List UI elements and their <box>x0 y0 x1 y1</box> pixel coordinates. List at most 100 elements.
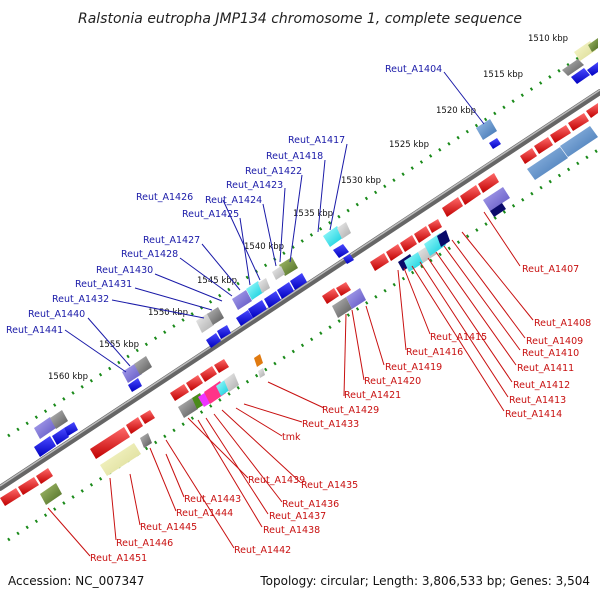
forward-gene-arrow <box>64 422 78 436</box>
gene-block <box>140 433 152 448</box>
kbp-tick-label: 1535 kbp <box>293 209 333 219</box>
forward-gene-arrow <box>571 68 590 84</box>
gene-label: Reut_A1435 <box>301 480 358 491</box>
gene-label: Reut_A1429 <box>322 405 379 416</box>
reverse-gene-arrow <box>586 103 598 118</box>
gene-label: Reut_A1439 <box>248 475 305 486</box>
gene-block <box>476 119 497 140</box>
gene-label: Reut_A1444 <box>176 508 233 519</box>
backbone-highlight <box>0 89 600 487</box>
reverse-gene-arrow <box>214 359 229 373</box>
gene-label: Reut_A1413 <box>509 395 566 406</box>
reverse-gene-arrow <box>186 375 203 391</box>
gene-label: Reut_A1407 <box>522 264 579 275</box>
reverse-gene-arrow <box>0 488 21 506</box>
top-leader-lines <box>64 71 485 373</box>
forward-gene-arrow <box>52 428 69 445</box>
gene-label: Reut_A1430 <box>96 265 153 276</box>
top-gene-labels: Reut_A1404 Reut_A1417 Reut_A1418 Reut_A1… <box>6 64 442 336</box>
gene-label: Reut_A1441 <box>6 325 63 336</box>
kbp-tick-label: 1515 kbp <box>483 70 523 80</box>
reverse-gene-arrow <box>126 417 143 434</box>
gene-label: Reut_A1427 <box>143 235 200 246</box>
reverse-gene-arrow <box>428 219 442 233</box>
reverse-gene-arrow <box>90 427 130 459</box>
gene-block <box>272 266 285 280</box>
reverse-gene-arrow <box>400 235 417 252</box>
inner-features <box>0 103 598 506</box>
gene-block <box>258 368 265 378</box>
gene-block <box>527 147 568 180</box>
gene-block <box>198 392 212 407</box>
gene-label: Reut_A1428 <box>121 249 178 260</box>
gene-label: Reut_A1408 <box>534 318 591 329</box>
gene-label: Reut_A1432 <box>52 294 109 305</box>
gene-label: Reut_A1417 <box>288 135 345 146</box>
gene-label: Reut_A1442 <box>234 545 291 556</box>
gene-block <box>207 307 224 325</box>
kbp-tick-labels: 1510 kbp 1515 kbp 1520 kbp 1525 kbp 1530… <box>48 34 568 382</box>
outer-features <box>34 38 598 457</box>
bottom-leader-lines <box>47 211 534 557</box>
kbp-tick-label: 1555 kbp <box>99 340 139 350</box>
gene-label: Reut_A1451 <box>90 553 147 564</box>
gene-label: Reut_A1414 <box>505 409 562 420</box>
gene-block <box>337 222 351 239</box>
inner-tick-ring <box>7 148 599 542</box>
bottom-gene-labels: Reut_A1407 Reut_A1408 Reut_A1409 Reut_A1… <box>90 264 591 564</box>
outer-tick-ring <box>7 43 599 438</box>
gene-block <box>437 230 450 247</box>
map-title: Ralstonia eutropha JMP134 chromosome 1, … <box>78 11 522 27</box>
gene-block <box>562 59 584 76</box>
forward-gene-arrow <box>587 62 598 76</box>
forward-gene-arrow <box>489 138 501 149</box>
forward-gene-arrow <box>206 333 221 348</box>
reverse-gene-arrow <box>18 477 39 495</box>
gene-label: Reut_A1404 <box>385 64 442 75</box>
gene-label: Reut_A1412 <box>513 380 570 391</box>
gene-label: Reut_A1433 <box>302 419 359 430</box>
reverse-gene-arrow <box>200 366 217 382</box>
forward-gene-arrow <box>277 282 294 299</box>
topology-text: Topology: circular; Length: 3,806,533 bp… <box>259 574 590 588</box>
reverse-gene-arrow <box>568 113 589 131</box>
gene-label: Reut_A1420 <box>364 376 421 387</box>
gene-label: Reut_A1436 <box>282 499 339 510</box>
gene-label: Reut_A1438 <box>263 525 320 536</box>
gene-block <box>483 187 510 211</box>
gene-label: Reut_A1409 <box>526 336 583 347</box>
gene-label: Reut_A1419 <box>385 362 442 373</box>
kbp-tick-label: 1530 kbp <box>341 176 381 186</box>
gene-block <box>100 443 141 476</box>
kbp-tick-label: 1550 kbp <box>148 308 188 318</box>
forward-gene-arrow <box>217 325 231 339</box>
gene-label: Reut_A1421 <box>344 390 401 401</box>
kbp-tick-label: 1560 kbp <box>48 372 88 382</box>
gene-label: tmk <box>282 432 301 443</box>
forward-gene-arrow <box>34 436 56 457</box>
forward-gene-arrow <box>248 300 267 318</box>
gene-label: Reut_A1440 <box>28 309 85 320</box>
gene-block <box>332 297 352 318</box>
reverse-gene-arrow <box>170 384 189 401</box>
gene-label: Reut_A1410 <box>522 348 579 359</box>
gene-block <box>346 288 366 309</box>
reverse-gene-arrow <box>386 244 403 261</box>
gene-block <box>40 483 62 505</box>
gene-label: Reut_A1424 <box>205 195 262 206</box>
forward-gene-arrow <box>343 254 354 264</box>
gene-block <box>232 290 252 310</box>
reverse-gene-arrow <box>460 185 481 205</box>
kbp-tick-label: 1540 kbp <box>244 242 284 252</box>
gene-label: Reut_A1445 <box>140 522 197 533</box>
gene-label: Reut_A1426 <box>136 192 193 203</box>
chromosome-backbone <box>0 89 600 491</box>
gene-label: Reut_A1437 <box>269 511 326 522</box>
gene-block <box>490 203 506 217</box>
kbp-tick-label: 1545 kbp <box>197 276 237 286</box>
reverse-gene-arrow <box>414 226 431 243</box>
reverse-gene-arrow <box>36 468 53 484</box>
gene-label: Reut_A1425 <box>182 209 239 220</box>
gene-block <box>258 278 270 293</box>
